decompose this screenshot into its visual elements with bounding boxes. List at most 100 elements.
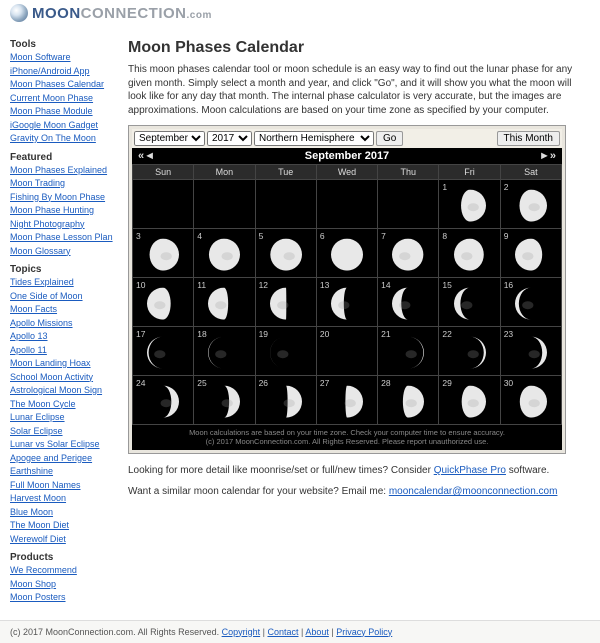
sidebar-link[interactable]: Moon Phases Explained — [10, 165, 107, 175]
day-number: 16 — [504, 280, 513, 290]
calendar-title-row: «◄ September 2017 ►» — [132, 148, 562, 164]
sidebar-link[interactable]: School Moon Activity — [10, 372, 93, 382]
footer-link[interactable]: Privacy Policy — [336, 627, 392, 637]
sidebar-link[interactable]: Apogee and Perigee — [10, 453, 92, 463]
sidebar-link[interactable]: Moon Landing Hoax — [10, 358, 91, 368]
calendar-cell: 6 — [316, 229, 377, 278]
day-number: 24 — [136, 378, 145, 388]
sidebar-heading: Products — [10, 552, 120, 563]
sidebar-link[interactable]: One Side of Moon — [10, 291, 83, 301]
sidebar-link[interactable]: Fishing By Moon Phase — [10, 192, 105, 202]
sidebar-link[interactable]: Moon Posters — [10, 592, 66, 602]
sidebar-link[interactable]: Apollo 13 — [10, 331, 48, 341]
site-header: MOONCONNECTION.com — [0, 0, 600, 25]
sidebar-link[interactable]: Moon Phase Lesson Plan — [10, 232, 113, 242]
day-number: 22 — [442, 329, 451, 339]
day-number: 5 — [259, 231, 264, 241]
calendar-cell: 9 — [500, 229, 561, 278]
month-select[interactable]: JanuaryFebruaryMarchAprilMayJuneJulyAugu… — [134, 131, 205, 146]
sidebar-link[interactable]: We Recommend — [10, 565, 77, 575]
sidebar-link[interactable]: Blue Moon — [10, 507, 53, 517]
calendar-cell: 19 — [255, 327, 316, 376]
sidebar-link[interactable]: The Moon Diet — [10, 520, 69, 530]
calendar-cell: 22 — [439, 327, 500, 376]
day-number: 15 — [442, 280, 451, 290]
day-number: 20 — [320, 329, 329, 339]
sidebar-heading: Tools — [10, 39, 120, 50]
day-number: 8 — [442, 231, 447, 241]
email-paragraph: Want a similar moon calendar for your we… — [128, 485, 586, 499]
email-link[interactable]: mooncalendar@moonconnection.com — [389, 486, 558, 497]
sidebar-link[interactable]: iPhone/Android App — [10, 66, 90, 76]
calendar-cell: 12 — [255, 278, 316, 327]
sidebar-link[interactable]: iGoogle Moon Gadget — [10, 120, 98, 130]
calendar-cell: 1 — [439, 180, 500, 229]
prev-month-arrow-icon[interactable]: «◄ — [132, 148, 161, 164]
sidebar-link[interactable]: Moon Phase Module — [10, 106, 93, 116]
dow-header: Sun — [133, 165, 194, 180]
calendar-cell: 11 — [194, 278, 255, 327]
day-number: 10 — [136, 280, 145, 290]
dow-header: Wed — [316, 165, 377, 180]
sidebar-link[interactable]: Moon Software — [10, 52, 71, 62]
sidebar-link[interactable]: Moon Phases Calendar — [10, 79, 104, 89]
sidebar-link[interactable]: Tides Explained — [10, 277, 74, 287]
calendar-cell — [255, 180, 316, 229]
day-number: 26 — [259, 378, 268, 388]
sidebar-link[interactable]: Moon Glossary — [10, 246, 71, 256]
next-month-arrow-icon[interactable]: ►» — [533, 148, 562, 164]
day-number: 9 — [504, 231, 509, 241]
sidebar-link[interactable]: Moon Shop — [10, 579, 56, 589]
sidebar-link[interactable]: Apollo Missions — [10, 318, 73, 328]
sidebar-link[interactable]: Werewolf Diet — [10, 534, 66, 544]
detail-paragraph: Looking for more detail like moonrise/se… — [128, 464, 586, 478]
day-number: 1 — [442, 182, 447, 192]
site-logo-text[interactable]: MOONCONNECTION.com — [32, 5, 212, 22]
footer-link[interactable]: Contact — [267, 627, 298, 637]
calendar-cell: 24 — [133, 376, 194, 425]
sidebar-link[interactable]: Apollo 11 — [10, 345, 47, 355]
moon-calendar-table: SunMonTueWedThuFriSat1234567891011121314… — [132, 164, 562, 425]
calendar-cell: 8 — [439, 229, 500, 278]
go-button[interactable]: Go — [376, 131, 403, 146]
sidebar-link[interactable]: Lunar Eclipse — [10, 412, 65, 422]
sidebar-link[interactable]: Gravity On The Moon — [10, 133, 96, 143]
sidebar-link[interactable]: Full Moon Names — [10, 480, 81, 490]
dow-header: Fri — [439, 165, 500, 180]
sidebar-link[interactable]: Lunar vs Solar Eclipse — [10, 439, 100, 449]
sidebar-link[interactable]: The Moon Cycle — [10, 399, 76, 409]
sidebar-link[interactable]: Moon Phase Hunting — [10, 205, 94, 215]
footer-link[interactable]: About — [305, 627, 329, 637]
calendar-cell: 18 — [194, 327, 255, 376]
sidebar-link[interactable]: Solar Eclipse — [10, 426, 63, 436]
quickphase-link[interactable]: QuickPhase Pro — [434, 465, 506, 476]
sidebar-link[interactable]: Moon Trading — [10, 178, 65, 188]
footer-link[interactable]: Copyright — [222, 627, 261, 637]
day-number: 2 — [504, 182, 509, 192]
calendar-cell: 2 — [500, 180, 561, 229]
sidebar-link[interactable]: Current Moon Phase — [10, 93, 93, 103]
year-select[interactable]: 20152016201720182019 — [207, 131, 252, 146]
calendar-cell — [378, 180, 439, 229]
sidebar-link[interactable]: Harvest Moon — [10, 493, 66, 503]
calendar-cell: 16 — [500, 278, 561, 327]
sidebar-link[interactable]: Night Photography — [10, 219, 85, 229]
sidebar-link[interactable]: Astrological Moon Sign — [10, 385, 102, 395]
this-month-button[interactable]: This Month — [497, 131, 560, 146]
day-number: 25 — [197, 378, 206, 388]
calendar-cell: 4 — [194, 229, 255, 278]
sidebar-link[interactable]: Moon Facts — [10, 304, 57, 314]
hemisphere-select[interactable]: Northern HemisphereSouthern Hemisphere — [254, 131, 374, 146]
day-number: 21 — [381, 329, 390, 339]
calendar-month-title: September 2017 — [161, 148, 533, 164]
sidebar-link[interactable]: Earthshine — [10, 466, 53, 476]
dow-header: Thu — [378, 165, 439, 180]
intro-paragraph: This moon phases calendar tool or moon s… — [128, 63, 586, 117]
calendar-cell: 30 — [500, 376, 561, 425]
calendar-cell: 3 — [133, 229, 194, 278]
day-number: 3 — [136, 231, 141, 241]
day-number: 29 — [442, 378, 451, 388]
day-number: 30 — [504, 378, 513, 388]
page-title: Moon Phases Calendar — [128, 39, 586, 57]
day-number: 23 — [504, 329, 513, 339]
